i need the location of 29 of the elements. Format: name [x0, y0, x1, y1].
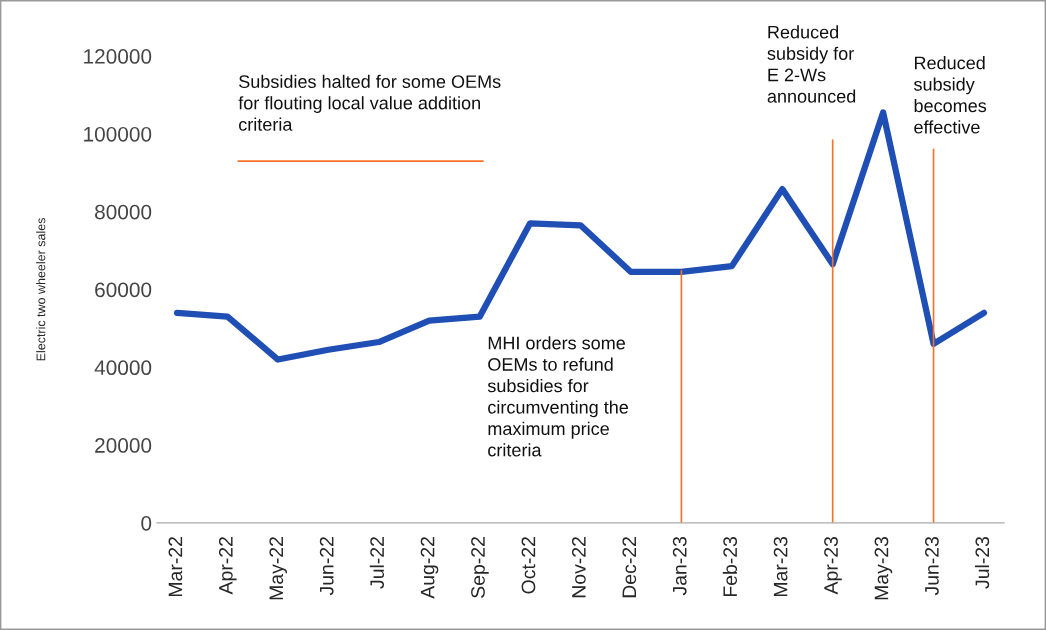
y-tick-label: 120000	[84, 49, 152, 64]
x-tick-label: Mar-23	[773, 536, 788, 597]
x-tick-label: Feb-23	[722, 536, 738, 597]
y-tick-label: 80000	[95, 204, 152, 220]
x-tick-label: Jun-22	[319, 537, 334, 596]
y-tick-label: 60000	[95, 282, 152, 298]
x-tick-label: Aug-22	[420, 537, 439, 599]
annotation: Subsidies halted for some OEMs for flouting local value addition criteria	[238, 74, 501, 131]
annotation: Reduced subsidy for E 2-Ws announced	[767, 25, 856, 103]
x-tick-label: Apr-22	[218, 537, 237, 595]
x-tick-label: Mar-22	[168, 537, 183, 597]
x-tick-label: Nov-22	[571, 537, 586, 598]
x-tick-label: Sep-22	[471, 537, 489, 598]
x-tick-label: Oct-22	[521, 537, 536, 594]
x-tick-label: Jan-23	[672, 536, 687, 596]
y-tick-label: 100000	[84, 126, 152, 142]
x-tick-label: Jul-23	[974, 536, 990, 589]
y-tick-label: 0	[141, 515, 152, 531]
annotation: MHI orders some OEMs to refund subsidies for circumventing the maximum price criteria	[487, 336, 629, 457]
x-tick-label: Apr-23	[824, 536, 842, 595]
x-tick-label: May-22	[269, 537, 287, 600]
y-axis-title: Electric two wheeler sales	[36, 218, 46, 361]
x-tick-label: Jul-22	[369, 537, 385, 589]
y-tick-label: 20000	[95, 438, 152, 453]
x-tick-label: Dec-22	[622, 537, 637, 598]
x-tick-label: Jun-23	[925, 536, 939, 596]
annotation: Reduced subsidy becomes effective	[914, 56, 987, 134]
x-tick-label: May-23	[874, 536, 893, 600]
y-tick-label: 40000	[94, 360, 152, 376]
